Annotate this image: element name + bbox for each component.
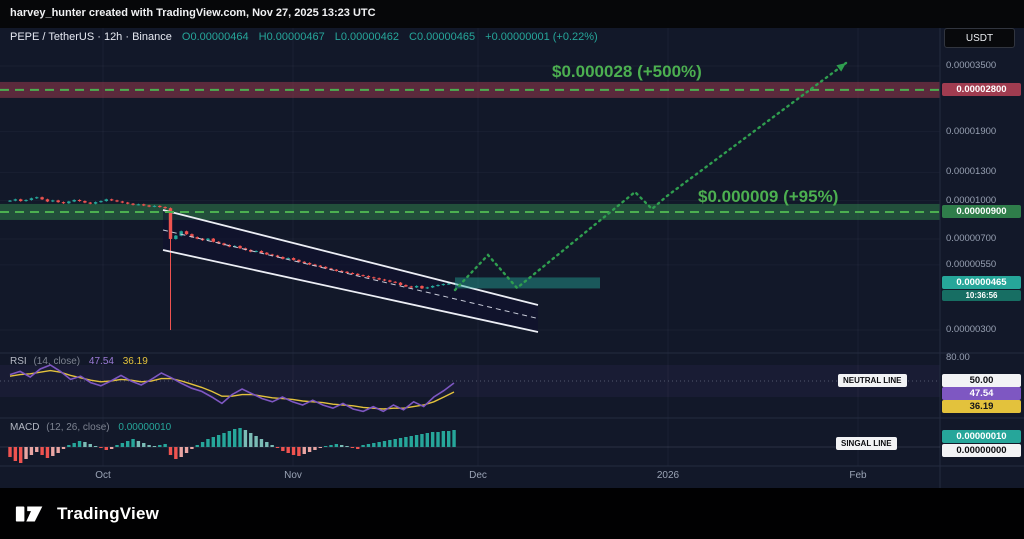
resistance-annotation: $0.000028 (+500%) — [552, 62, 702, 81]
rsi-legend: RSI (14, close) 47.54 36.19 — [10, 356, 148, 367]
macd-title[interactable]: MACD — [10, 422, 40, 433]
resistance-price-badge: 0.00002800 — [942, 83, 1021, 96]
tradingview-logo — [15, 505, 43, 522]
macd-value-badge: 0.00000010 — [942, 430, 1021, 443]
price-axis-label: 0.00001900 — [946, 125, 997, 137]
price-axis-label: 0.00000300 — [946, 324, 997, 336]
rsi-title[interactable]: RSI — [10, 356, 27, 367]
macd-legend: MACD (12, 26, close) 0.00000010 — [10, 422, 171, 433]
price-axis-label: 0.00001000 — [946, 194, 997, 206]
target-price-badge: 0.00000900 — [942, 205, 1021, 218]
rsi-value: 47.54 — [88, 356, 114, 367]
price-axis[interactable]: 0.00003500 0.00001900 0.00001300 0.00001000… — [940, 28, 1024, 466]
target-annotation: $0.000009 (+95%) — [698, 187, 839, 206]
macd-params: (12, 26, close) — [46, 422, 110, 433]
current-price-badge: 0.00000465 — [942, 276, 1021, 289]
rsi-axis-80-label: 80.00 — [946, 352, 970, 363]
time-axis-label: 2026 — [656, 470, 680, 481]
rsi-params: (14, close) — [33, 356, 81, 367]
attribution-bar — [0, 0, 1024, 28]
footer-bar: TradingView — [0, 488, 1024, 539]
price-axis-label: 0.00001300 — [946, 166, 997, 178]
time-axis[interactable]: Oct Nov Dec 2026 Feb — [0, 466, 940, 488]
ohlc-open: O0.00000464 — [181, 31, 249, 43]
signal-line-badge: SINGAL LINE — [836, 437, 897, 450]
time-axis-label: Nov — [284, 470, 302, 481]
time-axis-label: Dec — [469, 470, 487, 481]
neutral-line-badge: NEUTRAL LINE — [838, 374, 907, 387]
ohlc-high: H0.00000467 — [258, 31, 325, 43]
tradingview-wordmark: TradingView — [57, 503, 160, 523]
price-axis-label: 0.00003500 — [946, 59, 997, 71]
currency-button[interactable]: USDT — [944, 28, 1015, 48]
macd-value: 0.00000010 — [118, 422, 172, 433]
rsi-ma-value: 36.19 — [122, 356, 148, 367]
attribution-text: harvey_hunter created with TradingView.c… — [10, 7, 376, 19]
time-axis-label: Feb — [849, 470, 867, 481]
symbol-title[interactable]: PEPE / TetherUS · 12h · Binance — [10, 31, 172, 43]
ohlc-low: L0.00000462 — [334, 31, 399, 43]
time-axis-label: Oct — [95, 470, 111, 481]
rsi-ma-badge: 36.19 — [942, 400, 1021, 413]
ohlc-change: +0.00000001 (+0.22%) — [485, 31, 598, 43]
price-axis-label: 0.00000700 — [946, 232, 997, 244]
rsi-neutral-badge: 50.00 — [942, 374, 1021, 387]
price-axis-label: 0.00000550 — [946, 258, 997, 270]
symbol-legend: PEPE / TetherUS · 12h · Binance O0.00000… — [10, 31, 598, 43]
ohlc-close: C0.00000465 — [409, 31, 476, 43]
countdown-badge: 10:36:56 — [942, 290, 1021, 301]
macd-zero-badge: 0.00000000 — [942, 444, 1021, 457]
rsi-value-badge: 47.54 — [942, 387, 1021, 400]
